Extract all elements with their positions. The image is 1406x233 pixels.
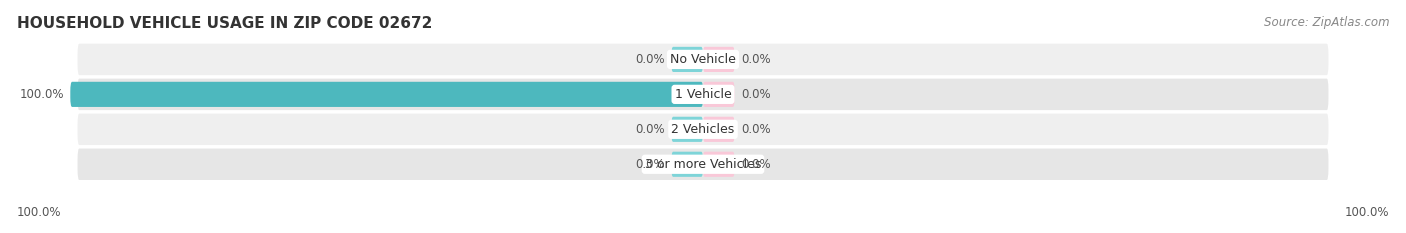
Text: HOUSEHOLD VEHICLE USAGE IN ZIP CODE 02672: HOUSEHOLD VEHICLE USAGE IN ZIP CODE 0267… bbox=[17, 16, 432, 31]
FancyBboxPatch shape bbox=[672, 152, 703, 177]
Text: 100.0%: 100.0% bbox=[1344, 206, 1389, 219]
FancyBboxPatch shape bbox=[703, 117, 734, 142]
Text: 0.0%: 0.0% bbox=[741, 123, 770, 136]
Text: 3 or more Vehicles: 3 or more Vehicles bbox=[645, 158, 761, 171]
Text: 0.0%: 0.0% bbox=[636, 158, 665, 171]
Text: 1 Vehicle: 1 Vehicle bbox=[675, 88, 731, 101]
Text: Source: ZipAtlas.com: Source: ZipAtlas.com bbox=[1264, 16, 1389, 29]
FancyBboxPatch shape bbox=[672, 117, 703, 142]
FancyBboxPatch shape bbox=[703, 152, 734, 177]
FancyBboxPatch shape bbox=[76, 43, 1330, 76]
FancyBboxPatch shape bbox=[76, 78, 1330, 111]
Text: 100.0%: 100.0% bbox=[20, 88, 63, 101]
FancyBboxPatch shape bbox=[703, 82, 734, 107]
FancyBboxPatch shape bbox=[703, 47, 734, 72]
FancyBboxPatch shape bbox=[76, 113, 1330, 146]
Text: 0.0%: 0.0% bbox=[636, 53, 665, 66]
FancyBboxPatch shape bbox=[672, 47, 703, 72]
Text: No Vehicle: No Vehicle bbox=[671, 53, 735, 66]
Text: 0.0%: 0.0% bbox=[741, 158, 770, 171]
Text: 0.0%: 0.0% bbox=[636, 123, 665, 136]
FancyBboxPatch shape bbox=[70, 82, 703, 107]
Text: 100.0%: 100.0% bbox=[17, 206, 62, 219]
Text: 0.0%: 0.0% bbox=[741, 53, 770, 66]
Text: 0.0%: 0.0% bbox=[741, 88, 770, 101]
Text: 2 Vehicles: 2 Vehicles bbox=[672, 123, 734, 136]
FancyBboxPatch shape bbox=[76, 147, 1330, 181]
